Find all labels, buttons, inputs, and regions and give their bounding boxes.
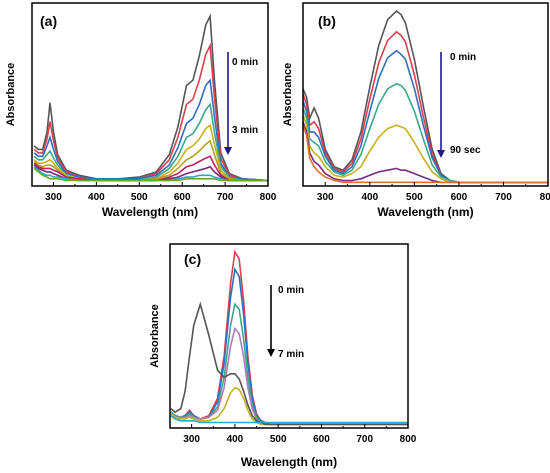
x-tick-label: 500 [131,192,148,203]
x-tick-label: 500 [406,192,423,203]
x-axis-label: Wavelength (nm) [241,455,337,469]
x-tick-label: 400 [88,192,105,203]
annotation-start-time: 0 min [450,52,476,63]
panel-label: (b) [318,13,336,29]
x-tick-label: 600 [174,192,191,203]
series-line [303,82,548,184]
panel-2: 300 400 500 600 700 800 Wavelength (nm) Absorba… [282,2,550,219]
annotation-end-time: 7 min [278,349,304,360]
series-line [33,78,268,182]
annotation-start-time: 0 min [232,57,258,68]
x-tick-label: 400 [227,434,244,445]
time-arrow-head [267,349,275,357]
series-line [303,9,548,184]
x-tick-label: 300 [183,434,200,445]
series-line [170,386,408,426]
x-tick-label: 700 [217,192,234,203]
annotation-start-time: 0 min [278,285,304,296]
x-tick-label: 700 [356,434,373,445]
plot-frame [169,243,409,429]
annotation-end-time: 3 min [232,125,258,136]
series-line [33,167,268,182]
series-line [33,42,268,182]
time-arrow-head [437,150,445,158]
plot-frame [302,2,549,187]
x-tick-label: 300 [45,192,62,203]
x-axis-label: Wavelength (nm) [102,205,198,219]
y-axis-label: Absorbance [149,304,161,368]
series-line [303,30,548,184]
series-line [33,139,268,182]
x-tick-label: 600 [313,434,330,445]
y-axis-label: Absorbance [5,63,17,127]
series-line [170,302,408,426]
annotation-end-time: 90 sec [450,145,481,156]
x-tick-label: 700 [495,192,512,203]
series-line [33,102,268,182]
x-tick-label: 300 [317,192,334,203]
series-line [303,124,548,184]
series-line [170,414,408,424]
series-line [170,301,408,426]
x-tick-label: 800 [260,192,277,203]
panel-3: 300 400 500 600 700 800 Wavelength (nm) Absorba… [149,243,417,469]
panel-1: 300 400 500 600 700 800 Wavelength (nm) Absorba… [5,2,277,219]
x-tick-label: 600 [451,192,468,203]
x-axis-label: Wavelength (nm) [377,205,473,219]
x-tick-label: 800 [400,434,417,445]
x-tick-label: 500 [270,434,287,445]
series-line [170,326,408,426]
x-tick-label: 400 [361,192,378,203]
panel-label: (a) [40,13,57,29]
time-arrow-head [224,147,232,155]
series-line [33,13,268,182]
panel-label: (c) [184,251,201,267]
x-tick-label: 800 [540,192,550,203]
plot-frame [31,2,269,187]
y-axis-label: Absorbance [282,63,294,127]
series-line [170,249,408,426]
